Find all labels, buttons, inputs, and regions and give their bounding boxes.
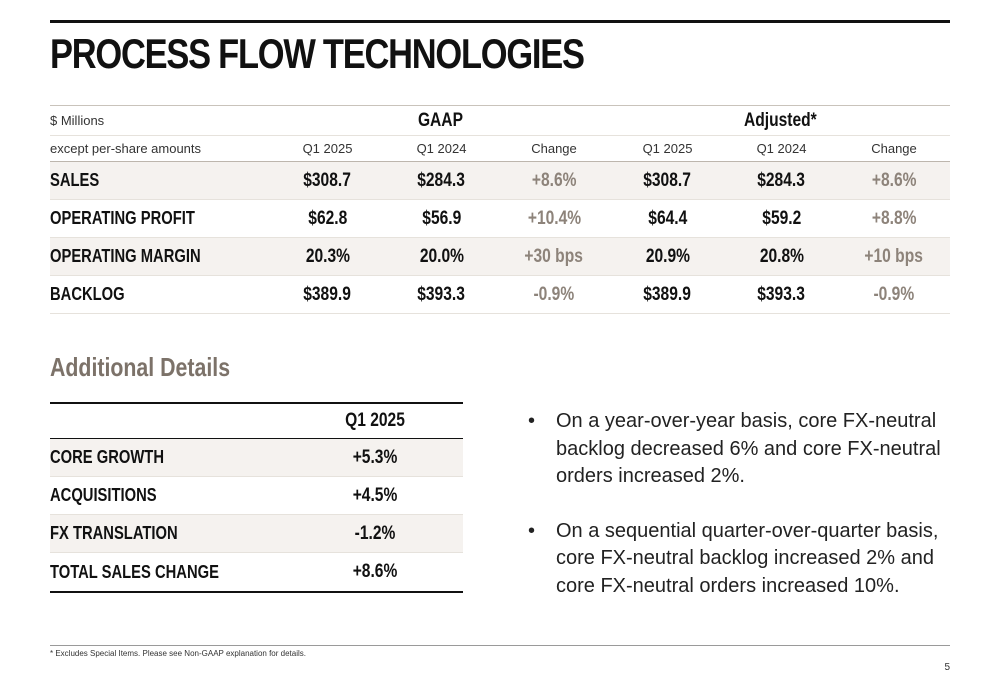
section-title-additional-details: Additional Details bbox=[50, 352, 231, 382]
table-row-fx-translation: FX TRANSLATION -1.2% bbox=[50, 515, 463, 553]
change-cell: +10 bps bbox=[864, 245, 924, 267]
table-cell: $59.2 bbox=[761, 207, 801, 229]
table-row-operating-margin: OPERATING MARGIN 20.3% 20.0% +30 bps 20.… bbox=[50, 238, 950, 276]
unit-sublabel: except per-share amounts bbox=[50, 141, 202, 156]
table-cell: +4.5% bbox=[352, 484, 398, 506]
row-label: FX TRANSLATION bbox=[50, 523, 178, 543]
bullet-text: On a sequential quarter-over-quarter bas… bbox=[556, 519, 939, 597]
row-label: OPERATING PROFIT bbox=[50, 208, 195, 228]
row-label: OPERATING MARGIN bbox=[50, 246, 201, 266]
table-cell: +5.3% bbox=[352, 446, 398, 468]
group-header-adjusted: Adjusted* bbox=[610, 106, 950, 135]
column-header: Q1 2024 bbox=[416, 141, 467, 156]
page-title: PROCESS FLOW TECHNOLOGIES bbox=[50, 30, 585, 77]
table-cell: -1.2% bbox=[354, 522, 396, 544]
table-cell: 20.9% bbox=[645, 245, 690, 267]
change-cell: -0.9% bbox=[533, 283, 575, 305]
change-cell: +8.6% bbox=[531, 169, 577, 191]
bullet-item: • On a sequential quarter-over-quarter b… bbox=[528, 518, 948, 601]
footnote: * Excludes Special Items. Please see Non… bbox=[50, 649, 306, 658]
row-label: SALES bbox=[50, 170, 100, 190]
change-cell: +30 bps bbox=[524, 245, 584, 267]
table-cell: $64.4 bbox=[647, 207, 687, 229]
table-cell: $389.9 bbox=[303, 283, 352, 305]
change-cell: +8.8% bbox=[871, 207, 917, 229]
row-label: ACQUISITIONS bbox=[50, 485, 157, 505]
group-header-adjusted-label: Adjusted* bbox=[743, 109, 817, 131]
table-cell: 20.3% bbox=[305, 245, 350, 267]
table-cell: $308.7 bbox=[643, 169, 692, 191]
table-cell: 20.0% bbox=[419, 245, 464, 267]
top-rule bbox=[50, 20, 950, 23]
change-cell: +8.6% bbox=[871, 169, 917, 191]
table-cell: $284.3 bbox=[417, 169, 466, 191]
column-header: Q1 2025 bbox=[302, 141, 353, 156]
commentary-bullets: • On a year-over-year basis, core FX-neu… bbox=[528, 408, 948, 600]
bullet-item: • On a year-over-year basis, core FX-neu… bbox=[528, 408, 948, 491]
table-cell: $284.3 bbox=[757, 169, 806, 191]
change-cell: +10.4% bbox=[527, 207, 581, 229]
column-header: Q1 2025 bbox=[345, 410, 405, 431]
bottom-rule bbox=[50, 645, 950, 646]
column-header: Change bbox=[871, 141, 917, 156]
table-row-acquisitions: ACQUISITIONS +4.5% bbox=[50, 477, 463, 515]
table-cell: $308.7 bbox=[303, 169, 352, 191]
column-header: Q1 2025 bbox=[642, 141, 693, 156]
table-row-sales: SALES $308.7 $284.3 +8.6% $308.7 $284.3 … bbox=[50, 162, 950, 200]
bullet-text: On a year-over-year basis, core FX-neutr… bbox=[556, 410, 941, 487]
table-cell: $56.9 bbox=[421, 207, 461, 229]
change-cell: -0.9% bbox=[873, 283, 915, 305]
table-row-operating-profit: OPERATING PROFIT $62.8 $56.9 +10.4% $64.… bbox=[50, 200, 950, 238]
table-cell: +8.6% bbox=[352, 561, 398, 582]
table-row-core-growth: CORE GROWTH +5.3% bbox=[50, 439, 463, 477]
table-header-columns: except per-share amounts Q1 2025 Q1 2024… bbox=[50, 135, 950, 162]
additional-details-header: Q1 2025 bbox=[50, 402, 463, 439]
page-number: 5 bbox=[944, 662, 950, 673]
table-cell: $393.3 bbox=[757, 283, 806, 305]
table-cell: 20.8% bbox=[759, 245, 804, 267]
bullet-marker: • bbox=[528, 519, 536, 542]
table-cell: $389.9 bbox=[643, 283, 692, 305]
table-cell: $62.8 bbox=[307, 207, 347, 229]
row-label: BACKLOG bbox=[50, 284, 125, 304]
group-header-gaap: GAAP bbox=[270, 106, 610, 135]
table-cell: $393.3 bbox=[417, 283, 466, 305]
bullet-marker: • bbox=[528, 410, 536, 432]
column-header: Change bbox=[531, 141, 577, 156]
table-row-backlog: BACKLOG $389.9 $393.3 -0.9% $389.9 $393.… bbox=[50, 276, 950, 314]
table-row-total-sales-change: TOTAL SALES CHANGE +8.6% bbox=[50, 553, 463, 593]
table-header-groups: $ Millions GAAP Adjusted* bbox=[50, 105, 950, 135]
row-label: TOTAL SALES CHANGE bbox=[50, 561, 219, 582]
row-label: CORE GROWTH bbox=[50, 447, 164, 467]
group-header-gaap-label: GAAP bbox=[417, 109, 463, 131]
unit-label: $ Millions bbox=[50, 113, 105, 128]
column-header: Q1 2024 bbox=[756, 141, 807, 156]
